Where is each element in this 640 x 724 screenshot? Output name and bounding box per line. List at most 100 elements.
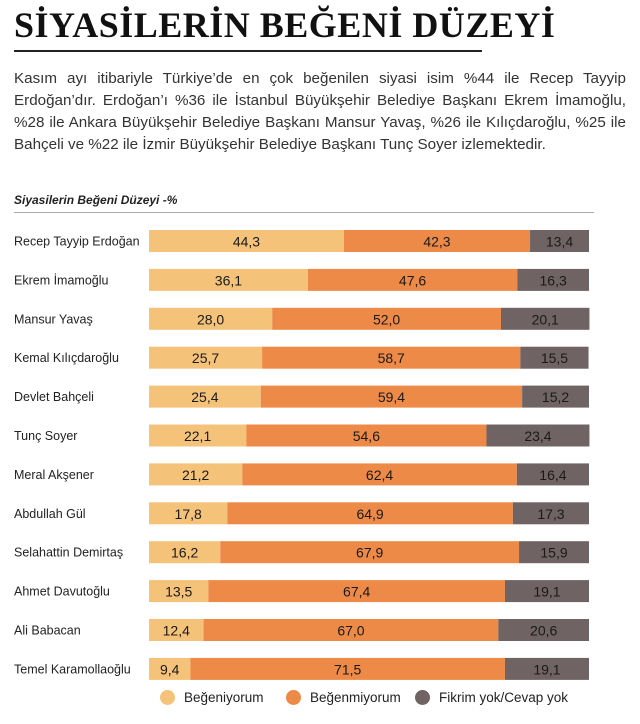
- category-label: Ali Babacan: [14, 624, 81, 638]
- data-label-begeniyorum: 9,4: [160, 661, 180, 677]
- legend-swatch-begeniyorum: [160, 690, 175, 705]
- bar-begeniyorum: [149, 657, 191, 680]
- bar-fikrim_yok: [504, 657, 589, 680]
- data-label-begenmiyorum: 71,5: [334, 661, 361, 677]
- bar-begeniyorum: [149, 463, 243, 486]
- data-label-begenmiyorum: 42,3: [423, 234, 450, 250]
- data-label-fikrim_yok: 19,1: [533, 584, 560, 600]
- legend-item-begeniyorum: Beğeniyorum: [160, 690, 264, 705]
- category-label: Ekrem İmamoğlu: [14, 273, 109, 287]
- legend-swatch-begenmiyorum: [286, 690, 301, 705]
- bar-begenmiyorum: [307, 268, 518, 291]
- bar-begeniyorum: [149, 619, 204, 641]
- data-label-begenmiyorum: 58,7: [378, 350, 405, 366]
- bar-fikrim_yok: [517, 268, 589, 291]
- legend-label-begenmiyorum: Beğenmiyorum: [310, 690, 401, 705]
- bar-begeniyorum: [149, 346, 263, 369]
- bar-begenmiyorum: [343, 230, 531, 252]
- bar-fikrim_yok: [522, 385, 589, 408]
- data-label-begenmiyorum: 62,4: [366, 467, 393, 483]
- category-label: Kemal Kılıçdaroğlu: [14, 351, 119, 365]
- bar-begeniyorum: [149, 424, 247, 447]
- bar-begenmiyorum: [190, 657, 505, 680]
- data-label-fikrim_yok: 20,6: [530, 623, 557, 639]
- legend-item-fikrim-yok: Fikrim yok/Cevap yok: [415, 690, 568, 705]
- bar-begeniyorum: [149, 580, 209, 603]
- category-label: Temel Karamollaoğlu: [14, 662, 131, 676]
- bar-fikrim_yok: [486, 424, 590, 447]
- chart-legend: Beğeniyorum Beğenmiyorum Fikrim yok/Ceva…: [0, 690, 640, 714]
- bar-fikrim_yok: [512, 502, 589, 525]
- bar-begenmiyorum: [227, 502, 513, 525]
- category-label: Ahmet Davutoğlu: [14, 585, 110, 599]
- bar-begenmiyorum: [260, 385, 523, 408]
- category-label: Recep Tayyip Erdoğan: [14, 235, 140, 249]
- bar-fikrim_yok: [530, 230, 589, 252]
- stacked-bar-chart: Recep Tayyip Erdoğan 44,3 42,3 13,4 Ekrem İm…: [14, 230, 590, 680]
- category-label: Devlet Bahçeli: [14, 390, 94, 404]
- data-label-begeniyorum: 25,4: [191, 389, 218, 405]
- bar-begenmiyorum: [208, 580, 505, 603]
- intro-paragraph: Kasım ayı itibariyle Türkiye’de en çok b…: [14, 70, 626, 153]
- category-label: Mansur Yavaş: [14, 312, 93, 326]
- data-label-fikrim_yok: 19,1: [533, 661, 560, 677]
- data-label-fikrim_yok: 15,2: [542, 389, 569, 405]
- data-label-begenmiyorum: 54,6: [353, 428, 380, 444]
- data-label-begeniyorum: 12,4: [163, 623, 190, 639]
- category-label: Meral Akşener: [14, 468, 94, 482]
- bar-begenmiyorum: [242, 463, 517, 486]
- data-label-fikrim_yok: 16,4: [539, 467, 566, 483]
- category-label: Selahattin Demirtaş: [14, 546, 123, 560]
- data-label-begeniyorum: 36,1: [215, 272, 242, 288]
- data-label-begenmiyorum: 67,9: [356, 545, 383, 561]
- data-label-begeniyorum: 17,8: [175, 506, 202, 522]
- data-label-begeniyorum: 21,2: [182, 467, 209, 483]
- bar-fikrim_yok: [498, 619, 589, 641]
- bar-begenmiyorum: [203, 619, 499, 641]
- data-label-begeniyorum: 22,1: [184, 428, 211, 444]
- bar-begenmiyorum: [220, 541, 520, 564]
- bar-begeniyorum: [149, 541, 221, 564]
- bar-fikrim_yok: [504, 580, 589, 603]
- bar-begeniyorum: [149, 502, 228, 525]
- data-label-begenmiyorum: 47,6: [399, 272, 426, 288]
- data-label-begenmiyorum: 67,4: [343, 584, 370, 600]
- data-label-begeniyorum: 13,5: [165, 584, 192, 600]
- data-label-fikrim_yok: 15,9: [540, 545, 567, 561]
- data-label-fikrim_yok: 23,4: [524, 428, 551, 444]
- data-label-begeniyorum: 44,3: [233, 234, 260, 250]
- bar-fikrim_yok: [516, 463, 589, 486]
- data-label-fikrim_yok: 15,5: [541, 350, 568, 366]
- data-label-begeniyorum: 16,2: [171, 545, 198, 561]
- bar-begeniyorum: [149, 268, 308, 291]
- data-label-begenmiyorum: 52,0: [373, 311, 400, 327]
- bar-begenmiyorum: [272, 307, 501, 330]
- page-title: SİYASİLERİN BEĞENİ DÜZEYİ: [14, 5, 556, 45]
- bar-begeniyorum: [149, 385, 261, 408]
- legend-swatch-fikrim-yok: [415, 690, 430, 705]
- bar-fikrim_yok: [501, 307, 590, 330]
- bar-fikrim_yok: [520, 346, 589, 369]
- chart-title: Siyasilerin Beğeni Düzeyi -%: [14, 193, 178, 207]
- category-label: Tunç Soyer: [14, 429, 77, 443]
- data-label-begenmiyorum: 67,0: [337, 623, 364, 639]
- legend-label-begeniyorum: Beğeniyorum: [184, 690, 264, 705]
- title-underline: [14, 50, 482, 52]
- data-label-fikrim_yok: 20,1: [532, 311, 559, 327]
- chart-title-underline: [14, 212, 594, 213]
- data-label-begeniyorum: 25,7: [192, 350, 219, 366]
- category-label: Abdullah Gül: [14, 507, 86, 521]
- data-label-begenmiyorum: 59,4: [378, 389, 405, 405]
- legend-label-fikrim-yok: Fikrim yok/Cevap yok: [439, 690, 569, 705]
- bar-begeniyorum: [149, 307, 273, 330]
- bar-fikrim_yok: [519, 541, 589, 564]
- bar-begeniyorum: [149, 230, 344, 252]
- data-label-begeniyorum: 28,0: [197, 311, 224, 327]
- bar-begenmiyorum: [262, 346, 521, 369]
- bar-begenmiyorum: [246, 424, 487, 447]
- legend-item-begenmiyorum: Beğenmiyorum: [286, 690, 401, 705]
- data-label-begenmiyorum: 64,9: [356, 506, 383, 522]
- data-label-fikrim_yok: 17,3: [537, 506, 564, 522]
- data-label-fikrim_yok: 16,3: [540, 272, 567, 288]
- data-label-fikrim_yok: 13,4: [546, 234, 573, 250]
